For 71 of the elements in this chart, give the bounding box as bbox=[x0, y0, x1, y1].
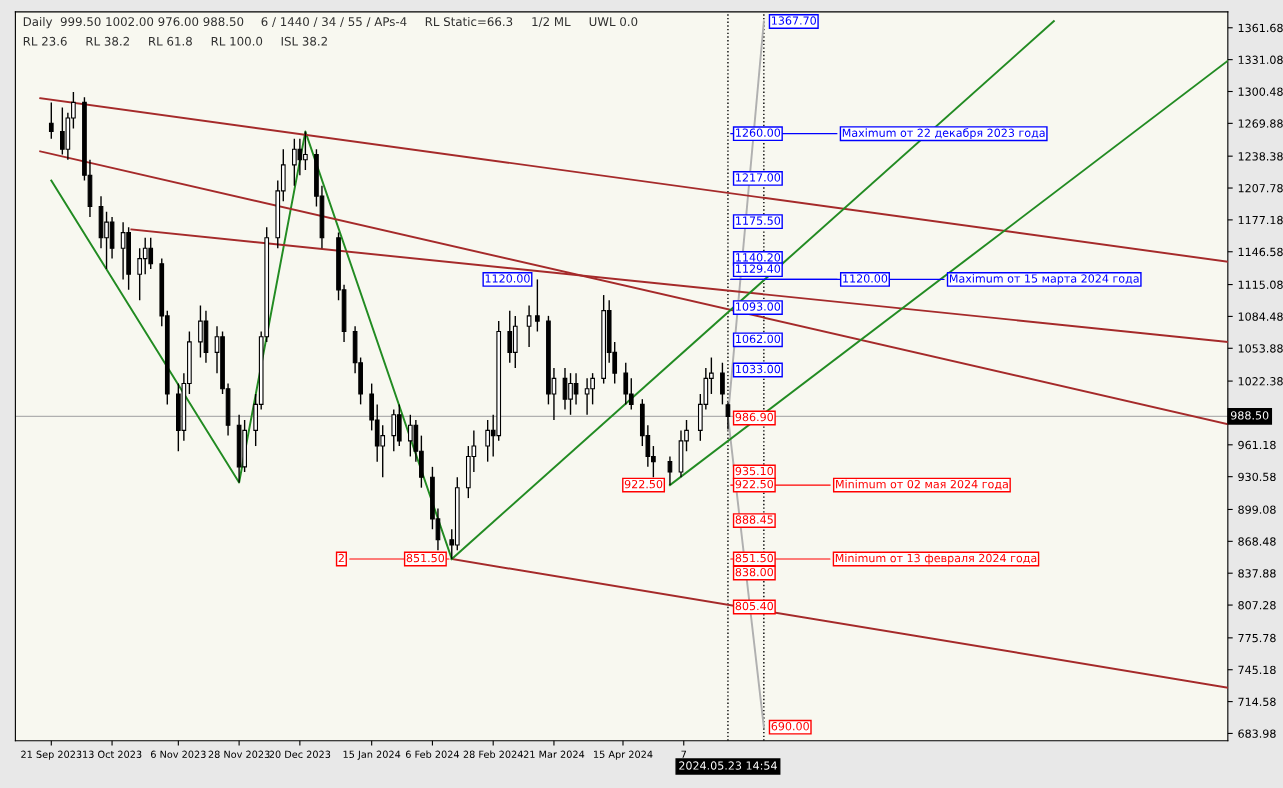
annotation: 922.50 bbox=[735, 479, 774, 489]
annotation: 1062.00 bbox=[736, 334, 781, 344]
annotation: Maximum от 22 декабря 2023 года bbox=[842, 128, 1045, 140]
annotation: 1217.00 bbox=[736, 173, 781, 182]
y-tick-label: 683.98 bbox=[1238, 729, 1276, 738]
annotation: 986.90 bbox=[735, 412, 774, 422]
annotation: UWL 0.0 bbox=[589, 17, 638, 27]
annotation: 1120.00 bbox=[485, 274, 530, 283]
ref-line-label: 2024.05.23 14:54 bbox=[679, 761, 777, 770]
y-tick-label: 899.08 bbox=[1238, 505, 1276, 514]
x-tick-label: 6 Feb 2024 bbox=[405, 750, 460, 758]
annotation: RL 100.0 bbox=[211, 36, 263, 46]
annotation: 1367.70 bbox=[772, 16, 816, 25]
x-tick-label: 6 Nov 2023 bbox=[150, 750, 206, 758]
y-tick-label: 745.18 bbox=[1238, 665, 1276, 675]
y-tick-label: 807.28 bbox=[1238, 601, 1276, 610]
annotation: 1140.20 bbox=[736, 253, 781, 262]
x-tick-label: 13 Oct 2023 bbox=[83, 750, 142, 758]
annotation: 851.50 bbox=[735, 553, 774, 563]
annotation: 1260.00 bbox=[736, 128, 781, 137]
x-tick-label: 21 Sep 2023 bbox=[21, 750, 82, 760]
y-tick-label: 1177.18 bbox=[1238, 215, 1283, 225]
annotation: 6 / 1440 / 34 / 55 / APs-4 bbox=[261, 17, 407, 27]
y-tick-label: 1361.68 bbox=[1238, 23, 1283, 33]
y-tick-label: 868.48 bbox=[1238, 537, 1276, 546]
annotation: 1120.00 bbox=[843, 274, 888, 283]
annotation: RL Static=66.3 bbox=[425, 16, 513, 27]
annotation: 838.00 bbox=[735, 567, 774, 577]
annotation: RL 61.8 bbox=[149, 36, 192, 46]
annotation: 1093.00 bbox=[736, 302, 781, 311]
y-tick-label: 1084.48 bbox=[1238, 312, 1283, 321]
annotation: 888.45 bbox=[735, 515, 773, 524]
x-tick-label: 28 Feb 2024 bbox=[463, 750, 523, 758]
x-tick-label: 20 Dec 2023 bbox=[269, 750, 331, 758]
annotation: 851.50 bbox=[406, 553, 445, 563]
annotation: 1175.50 bbox=[736, 216, 781, 225]
y-tick-label: 1269.88 bbox=[1238, 119, 1283, 128]
annotation: 1/2 ML bbox=[532, 17, 571, 27]
y-tick-label: 775.78 bbox=[1238, 633, 1276, 643]
y-tick-label: 1238.38 bbox=[1238, 152, 1283, 161]
annotation: 1129.40 bbox=[736, 264, 781, 273]
y-tick-label: 961.18 bbox=[1238, 440, 1276, 450]
x-tick-label: 28 Nov 2023 bbox=[208, 750, 270, 758]
annotation: Maximum от 15 марта 2024 года bbox=[949, 274, 1139, 285]
y-tick-label: 1207.78 bbox=[1238, 184, 1283, 193]
y-tick-label: 930.58 bbox=[1238, 472, 1276, 482]
annotation: RL 23.6 bbox=[23, 36, 67, 46]
y-tick-label: 1053.88 bbox=[1238, 344, 1283, 353]
annotation: Minimum от 02 мая 2024 года bbox=[836, 479, 1008, 490]
annotation: Minimum от 13 февраля 2024 года bbox=[835, 553, 1037, 565]
y-tick-label: 1022.38 bbox=[1238, 377, 1283, 386]
x-tick-label: 7 bbox=[681, 750, 687, 758]
y-tick-label: 714.58 bbox=[1238, 697, 1276, 706]
annotation: Daily 999.50 1002.00 976.00 988.50 bbox=[23, 16, 244, 29]
y-tick-label: 1331.08 bbox=[1238, 55, 1283, 65]
annotation: RL 38.2 bbox=[86, 36, 129, 46]
annotation: 2 bbox=[338, 553, 344, 563]
ref-line-label: 988.50 bbox=[1230, 411, 1269, 420]
y-tick-label: 1300.48 bbox=[1238, 87, 1283, 96]
y-tick-label: 1146.58 bbox=[1238, 247, 1283, 257]
annotation: 805.40 bbox=[735, 601, 774, 611]
x-tick-label: 15 Jan 2024 bbox=[343, 750, 401, 760]
annotation: 690.00 bbox=[771, 722, 809, 731]
x-tick-label: 21 Mar 2024 bbox=[523, 750, 585, 758]
annotation: 922.50 bbox=[624, 479, 663, 489]
x-tick-label: 15 Apr 2024 bbox=[594, 750, 653, 760]
annotation: ISL 38.2 bbox=[281, 36, 327, 46]
y-tick-label: 1115.08 bbox=[1238, 280, 1283, 289]
annotation: 1033.00 bbox=[736, 364, 781, 374]
annotation: 935.10 bbox=[735, 466, 774, 476]
y-tick-label: 837.88 bbox=[1238, 569, 1276, 578]
